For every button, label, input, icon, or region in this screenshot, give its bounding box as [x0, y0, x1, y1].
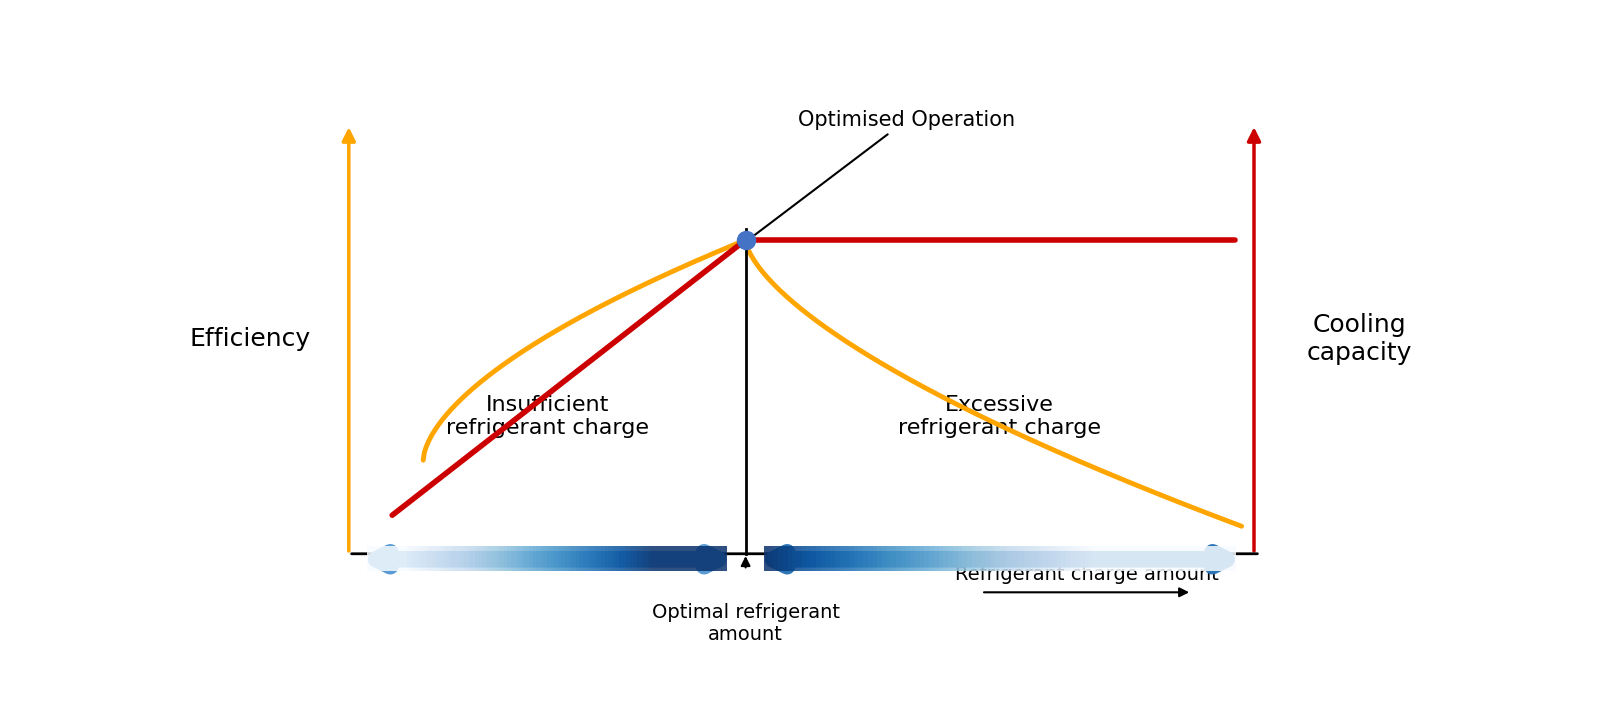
- Text: Cooling
capacity: Cooling capacity: [1307, 313, 1413, 365]
- Text: Efficiency: Efficiency: [189, 327, 310, 351]
- Text: Optimal refrigerant
amount: Optimal refrigerant amount: [651, 603, 840, 644]
- Text: Insufficient
refrigerant charge: Insufficient refrigerant charge: [446, 395, 648, 438]
- Text: Optimised Operation: Optimised Operation: [754, 110, 1016, 235]
- Text: Excessive
refrigerant charge: Excessive refrigerant charge: [898, 395, 1101, 438]
- Text: Refrigerant charge amount: Refrigerant charge amount: [955, 565, 1219, 584]
